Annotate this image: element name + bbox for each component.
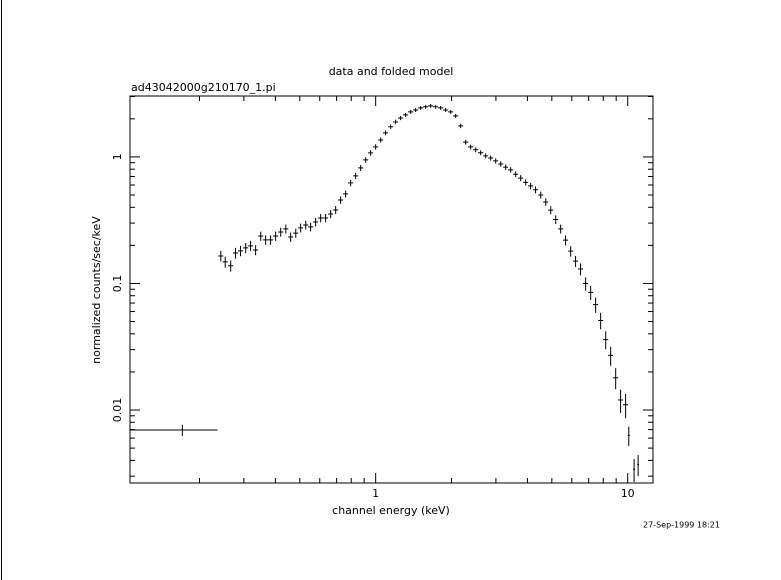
- error-bar: [528, 182, 534, 190]
- error-bar: [263, 235, 269, 245]
- y-tick-label: 1: [111, 153, 124, 160]
- error-bar: [130, 424, 218, 436]
- error-bar: [323, 213, 329, 223]
- y-tick-label: 0.1: [111, 275, 124, 293]
- error-bar: [548, 206, 554, 215]
- error-bar: [418, 105, 424, 110]
- error-bar: [563, 235, 569, 246]
- error-bar: [258, 231, 264, 241]
- error-bar: [608, 346, 614, 366]
- error-bar: [433, 104, 439, 109]
- error-bar: [273, 231, 279, 241]
- error-bar: [553, 215, 559, 225]
- error-bar: [488, 155, 494, 161]
- error-bar: [293, 228, 299, 238]
- error-bar: [523, 179, 529, 186]
- error-bar: [448, 109, 454, 114]
- error-bar: [533, 186, 539, 194]
- error-bar: [288, 232, 294, 242]
- chart-subtitle: ad43042000g210170_1.pi: [131, 81, 276, 94]
- error-bar: [538, 191, 544, 199]
- y-axis-label: normalized counts/sec/keV: [90, 216, 103, 364]
- error-bar: [313, 217, 319, 227]
- error-bar: [348, 179, 354, 187]
- error-bar: [283, 224, 289, 234]
- error-bar: [393, 119, 399, 125]
- error-bar: [298, 223, 304, 233]
- error-bar: [237, 245, 244, 257]
- error-bar: [593, 297, 599, 313]
- error-bar: [403, 112, 409, 117]
- error-bar: [518, 175, 524, 182]
- error-bar: [358, 164, 364, 172]
- error-bar: [438, 105, 444, 110]
- error-bar: [588, 285, 594, 301]
- error-bar: [278, 227, 284, 237]
- error-bar: [383, 130, 389, 136]
- error-bar: [368, 150, 374, 156]
- error-bar: [232, 247, 239, 259]
- error-bar: [222, 256, 228, 268]
- chart-title: data and folded model: [329, 65, 454, 78]
- error-bar: [333, 206, 339, 215]
- error-bar: [268, 235, 274, 245]
- error-bar: [543, 198, 549, 206]
- error-bar: [428, 104, 434, 108]
- error-bar: [353, 172, 359, 180]
- error-bar: [363, 157, 369, 163]
- error-bar: [583, 277, 589, 291]
- error-bar: [328, 210, 334, 219]
- error-bar: [443, 108, 449, 112]
- error-bar: [627, 426, 630, 446]
- error-bar: [398, 115, 404, 121]
- error-bar: [378, 137, 384, 143]
- error-bar: [243, 242, 249, 254]
- error-bar: [453, 113, 459, 119]
- error-bar: [463, 139, 469, 145]
- error-bar: [503, 164, 509, 171]
- error-bar: [618, 389, 624, 413]
- error-bar: [558, 224, 564, 234]
- error-bar: [478, 150, 484, 156]
- error-bar: [253, 245, 259, 256]
- error-bar: [493, 158, 499, 164]
- error-bar: [388, 124, 394, 130]
- error-bar: [577, 263, 584, 276]
- error-bar: [423, 104, 429, 109]
- x-axis-label: channel energy (keV): [332, 504, 450, 517]
- error-bar: [633, 459, 636, 482]
- error-bar: [468, 144, 474, 150]
- error-bar: [603, 331, 609, 350]
- x-tick-label: 1: [372, 487, 379, 500]
- error-bar: [228, 260, 234, 272]
- error-bar: [498, 161, 504, 167]
- error-bar: [318, 213, 324, 223]
- error-bar: [637, 455, 640, 477]
- error-bar: [338, 196, 344, 204]
- error-bar: [373, 144, 379, 150]
- error-bar: [473, 147, 479, 153]
- error-bar: [568, 246, 574, 257]
- error-bar: [458, 123, 464, 129]
- error-bar: [573, 255, 579, 267]
- error-bar: [483, 153, 489, 159]
- error-bar: [343, 190, 349, 198]
- error-bar: [513, 171, 519, 178]
- error-bar: [623, 393, 629, 419]
- error-bar: [218, 250, 224, 262]
- error-bar: [248, 241, 254, 252]
- timestamp: 27-Sep-1999 18:21: [643, 521, 720, 530]
- y-tick-label: 0.01: [111, 398, 124, 423]
- error-bar: [413, 108, 419, 112]
- error-bar: [303, 220, 309, 230]
- error-bar: [508, 167, 514, 173]
- error-bar: [408, 109, 414, 114]
- x-tick-label: 10: [621, 487, 635, 500]
- error-bar: [308, 222, 314, 232]
- error-bar: [613, 368, 619, 390]
- error-bar: [598, 312, 604, 330]
